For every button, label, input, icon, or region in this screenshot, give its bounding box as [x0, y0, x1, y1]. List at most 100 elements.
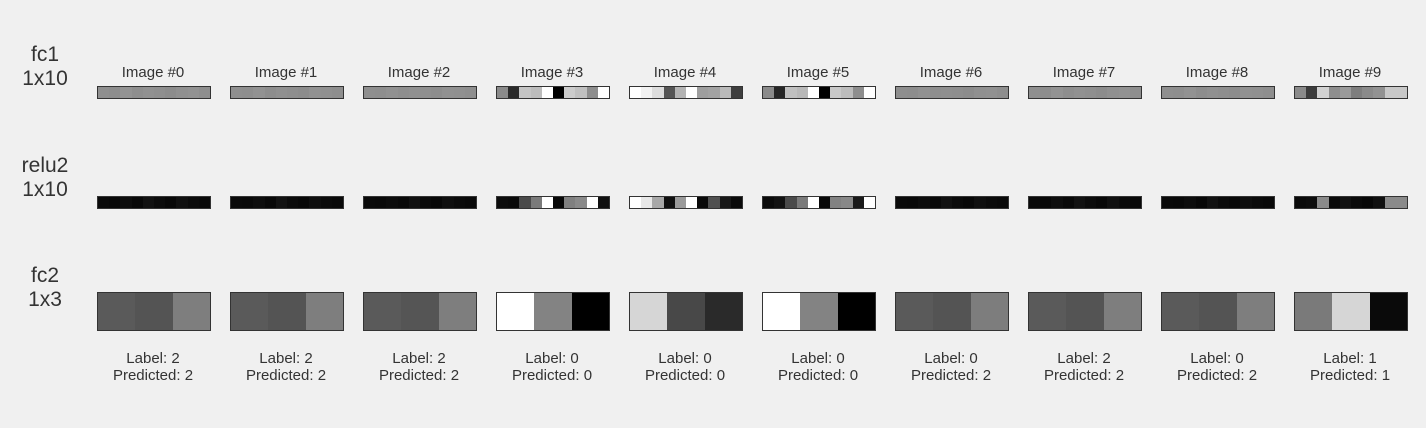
relu2-activation-cell	[508, 197, 520, 208]
relu2-activation-cell	[442, 197, 454, 208]
relu2-activation-cell	[1162, 197, 1174, 208]
fc2-activation-cell	[933, 293, 971, 330]
fc1-activation-cell	[1384, 87, 1396, 98]
relu2-activation-strip	[363, 196, 477, 209]
label-prefix: Label:	[126, 350, 172, 367]
image-title: Image #8	[1185, 64, 1249, 81]
fc1-activation-cell	[519, 87, 531, 98]
relu2-activation-cell	[1395, 197, 1408, 208]
image-title: Image #6	[919, 64, 983, 81]
relu2-activation-cell	[663, 197, 675, 208]
relu2-activation-strip	[895, 196, 1009, 209]
fc2-activation-cell	[172, 293, 210, 330]
relu2-activation-cell	[907, 197, 919, 208]
relu2-activation-cell	[142, 197, 155, 208]
fc2-activation-strip	[230, 292, 344, 331]
relu2-activation-cell	[1029, 197, 1041, 208]
fc1-activation-cell	[996, 87, 1009, 98]
fc2-activation-cell	[571, 293, 609, 330]
fc1-activation-cell	[397, 87, 409, 98]
relu2-activation-cell	[697, 197, 709, 208]
fc2-activation-cell	[1295, 293, 1333, 330]
relu2-activation-cell	[1051, 197, 1063, 208]
fc2-activation-cell	[1029, 293, 1067, 330]
fc2-activation-cell	[704, 293, 742, 330]
row-label-fc1: fc1 1x10	[0, 43, 90, 91]
row-label-fc2: fc2 1x3	[0, 264, 90, 312]
image-title: Image #4	[653, 64, 717, 81]
relu2-activation-cell	[1229, 197, 1241, 208]
predicted-prefix: Predicted:	[112, 367, 185, 384]
fc1-activation-cell	[730, 87, 743, 98]
fc1-activation-cell	[1206, 87, 1219, 98]
relu2-activation-cell	[397, 197, 409, 208]
relu2-activation-cell	[963, 197, 975, 208]
image-caption: Label: 0 Predicted: 0	[761, 350, 875, 384]
relu2-activation-cell	[131, 197, 143, 208]
fc1-activation-cell	[375, 87, 387, 98]
fc1-activation-cell	[918, 87, 930, 98]
image-title: Image #2	[387, 64, 451, 81]
image-title: Image #1	[254, 64, 318, 81]
relu2-activation-cell	[985, 197, 997, 208]
predicted-label: Predicted: 0	[628, 367, 742, 384]
image-title: Image #0	[121, 64, 185, 81]
predicted-value: 0	[583, 367, 593, 384]
fc2-activation-strip	[762, 292, 876, 331]
relu2-activation-strip	[496, 196, 610, 209]
relu2-activation-cell	[1218, 197, 1230, 208]
fc2-activation-cell	[800, 293, 838, 330]
relu2-activation-cell	[952, 197, 964, 208]
label-prefix: Label:	[1057, 350, 1103, 367]
relu2-activation-cell	[1107, 197, 1119, 208]
predicted-prefix: Predicted:	[1043, 367, 1116, 384]
image-caption: Label: 0 Predicted: 0	[495, 350, 609, 384]
relu2-activation-cell	[264, 197, 276, 208]
relu2-activation-cell	[785, 197, 797, 208]
fc1-activation-cell	[298, 87, 310, 98]
predicted-prefix: Predicted:	[1309, 367, 1382, 384]
relu2-activation-cell	[896, 197, 908, 208]
predicted-label: Predicted: 2	[1160, 367, 1274, 384]
predicted-prefix: Predicted:	[511, 367, 584, 384]
relu2-activation-cell	[165, 197, 177, 208]
fc1-activation-cell	[1029, 87, 1041, 98]
fc1-activation-cell	[985, 87, 997, 98]
label-prefix: Label:	[1323, 350, 1369, 367]
relu2-activation-strip	[629, 196, 743, 209]
relu2-activation-cell	[1118, 197, 1130, 208]
fc1-activation-cell	[796, 87, 808, 98]
image-title: Image #5	[786, 64, 850, 81]
relu2-activation-cell	[641, 197, 653, 208]
label-prefix: Label:	[1190, 350, 1236, 367]
fc1-activation-cell	[553, 87, 565, 98]
relu2-activation-strip	[230, 196, 344, 209]
fc2-activation-cell	[1199, 293, 1237, 330]
fc1-activation-cell	[198, 87, 211, 98]
relu2-activation-cell	[242, 197, 254, 208]
relu2-activation-cell	[364, 197, 376, 208]
fc1-activation-cell	[1184, 87, 1196, 98]
predicted-value: 0	[849, 367, 859, 384]
fc2-activation-cell	[896, 293, 934, 330]
relu2-activation-cell	[287, 197, 299, 208]
layer-shape: 1x3	[28, 288, 62, 311]
relu2-activation-cell	[553, 197, 565, 208]
relu2-activation-cell	[98, 197, 110, 208]
fc1-activation-cell	[708, 87, 720, 98]
image-caption: Label: 2 Predicted: 2	[362, 350, 476, 384]
relu2-activation-cell	[1339, 197, 1352, 208]
fc2-activation-cell	[837, 293, 875, 330]
layer-shape: 1x10	[22, 67, 68, 90]
relu2-activation-cell	[929, 197, 941, 208]
fc1-activation-cell	[1328, 87, 1340, 98]
relu2-activation-strip	[1028, 196, 1142, 209]
relu2-activation-cell	[1295, 197, 1307, 208]
label-value: 0	[969, 350, 978, 367]
fc1-activation-cell	[420, 87, 432, 98]
predicted-label: Predicted: 2	[229, 367, 343, 384]
relu2-activation-cell	[453, 197, 465, 208]
fc1-activation-cell	[541, 87, 554, 98]
predicted-prefix: Predicted:	[910, 367, 983, 384]
predicted-value: 0	[716, 367, 726, 384]
